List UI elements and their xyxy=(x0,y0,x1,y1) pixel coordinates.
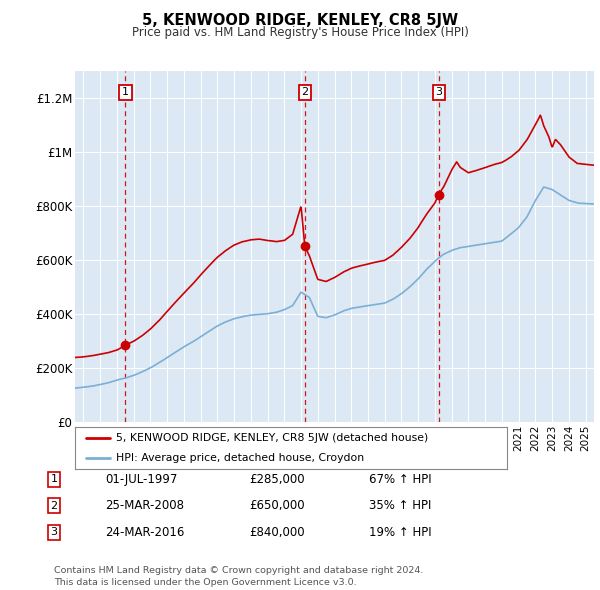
Text: 35% ↑ HPI: 35% ↑ HPI xyxy=(369,499,431,512)
Text: 1: 1 xyxy=(122,87,129,97)
Text: 2: 2 xyxy=(50,501,58,510)
Text: 5, KENWOOD RIDGE, KENLEY, CR8 5JW (detached house): 5, KENWOOD RIDGE, KENLEY, CR8 5JW (detac… xyxy=(116,434,428,444)
Text: 24-MAR-2016: 24-MAR-2016 xyxy=(105,526,184,539)
Text: £285,000: £285,000 xyxy=(249,473,305,486)
Text: 1: 1 xyxy=(50,474,58,484)
Text: HPI: Average price, detached house, Croydon: HPI: Average price, detached house, Croy… xyxy=(116,454,364,463)
Text: £840,000: £840,000 xyxy=(249,526,305,539)
Text: 5, KENWOOD RIDGE, KENLEY, CR8 5JW: 5, KENWOOD RIDGE, KENLEY, CR8 5JW xyxy=(142,13,458,28)
Text: 19% ↑ HPI: 19% ↑ HPI xyxy=(369,526,431,539)
Text: Contains HM Land Registry data © Crown copyright and database right 2024.
This d: Contains HM Land Registry data © Crown c… xyxy=(54,566,424,587)
Text: 3: 3 xyxy=(50,527,58,537)
Text: 2: 2 xyxy=(301,87,308,97)
Text: 3: 3 xyxy=(436,87,442,97)
Text: 25-MAR-2008: 25-MAR-2008 xyxy=(105,499,184,512)
Text: £650,000: £650,000 xyxy=(249,499,305,512)
Text: 01-JUL-1997: 01-JUL-1997 xyxy=(105,473,178,486)
Text: 67% ↑ HPI: 67% ↑ HPI xyxy=(369,473,431,486)
Text: Price paid vs. HM Land Registry's House Price Index (HPI): Price paid vs. HM Land Registry's House … xyxy=(131,26,469,39)
